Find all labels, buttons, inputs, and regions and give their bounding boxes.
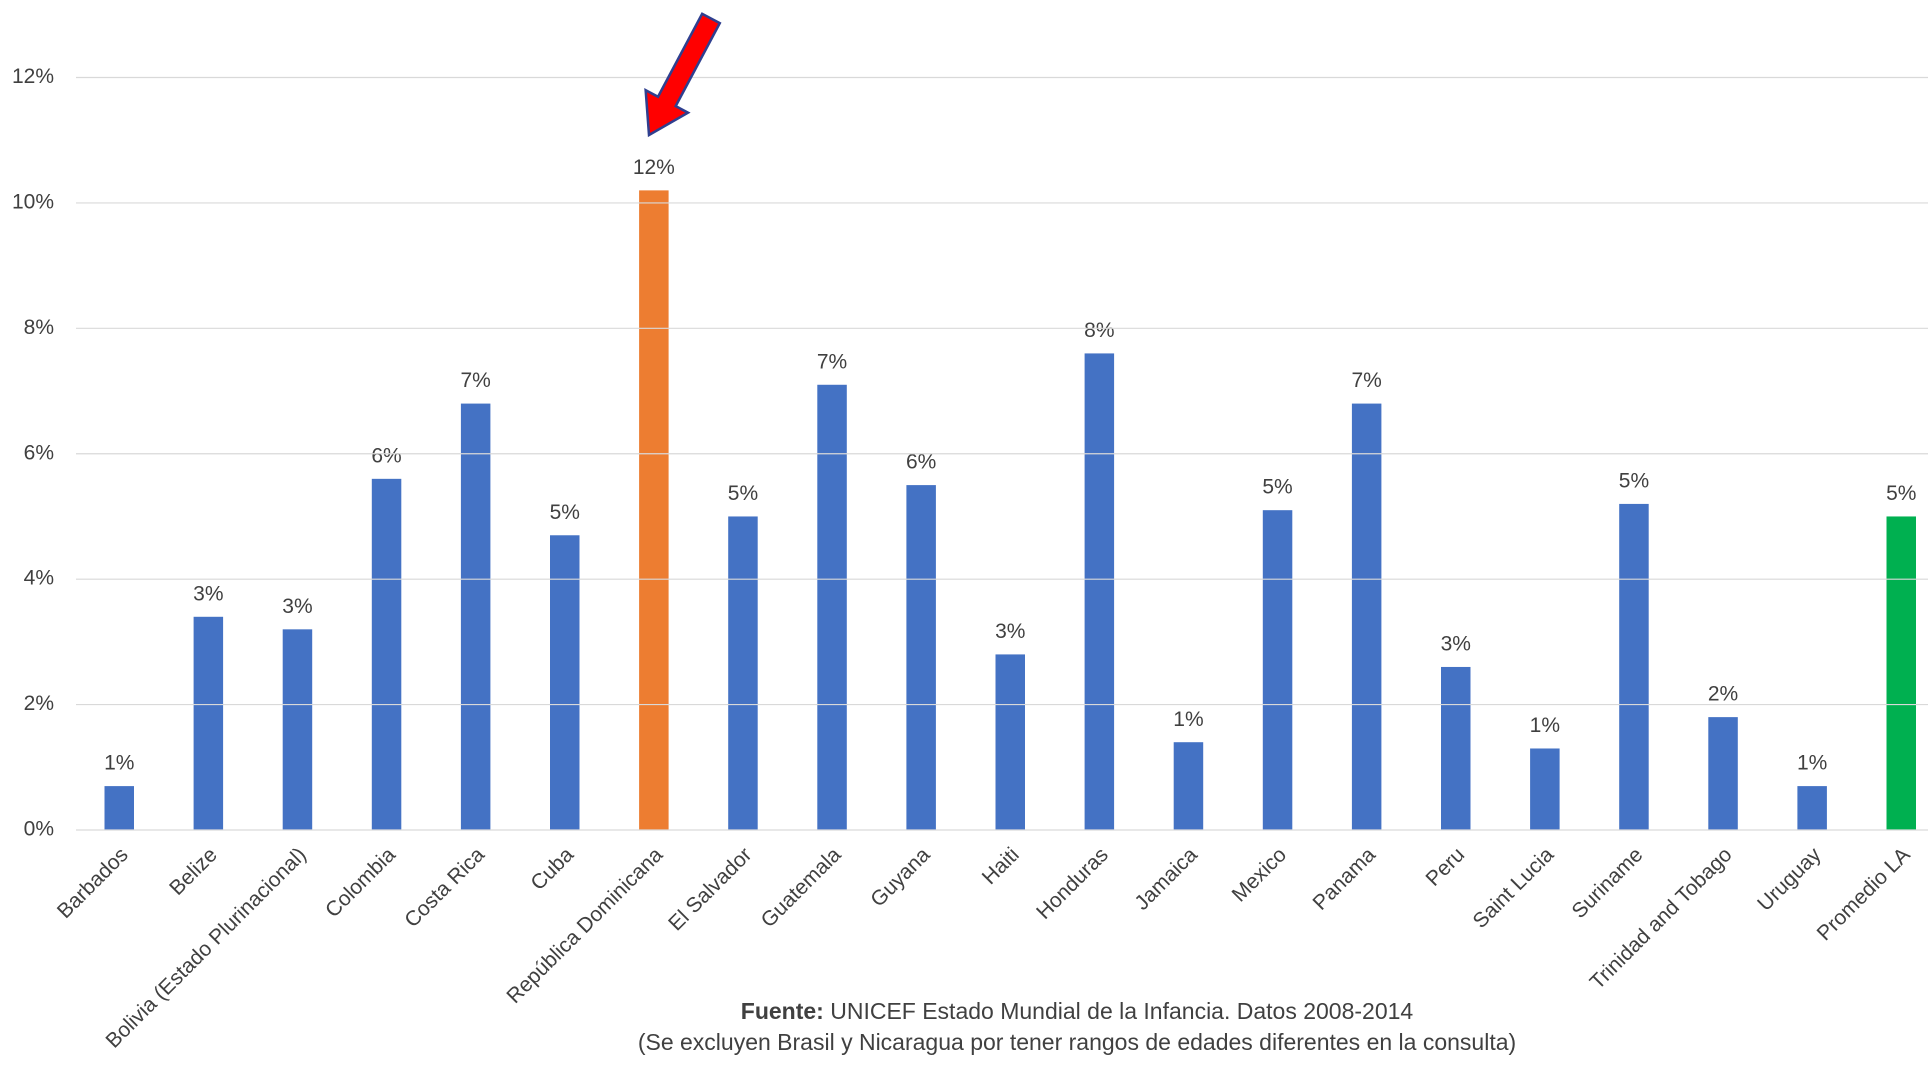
source-text: UNICEF Estado Mundial de la Infancia. Da… <box>830 998 1413 1024</box>
bar <box>1084 353 1115 830</box>
x-tick-label: El Salvador <box>664 843 756 935</box>
bar <box>1797 786 1827 830</box>
bar <box>1173 742 1204 830</box>
x-tick-label: Promedio LA <box>1813 843 1915 945</box>
x-tick-label: Mexico <box>1228 843 1291 906</box>
x-tick-label: Uruguay <box>1753 843 1826 916</box>
highlight-arrow <box>644 12 722 138</box>
bar <box>995 654 1025 830</box>
bar <box>817 384 847 830</box>
x-tick-label: Suriname <box>1568 843 1648 923</box>
x-tick-label: Costa Rica <box>400 843 489 932</box>
value-label: 1% <box>1797 752 1827 775</box>
y-tick-label: 4% <box>24 567 54 590</box>
bar <box>282 629 313 830</box>
bar <box>1262 510 1293 830</box>
bar <box>1441 666 1471 830</box>
x-tick-label: Barbados <box>53 843 133 923</box>
x-tick-label: Haiti <box>978 843 1024 889</box>
value-label: 2% <box>1708 683 1738 706</box>
value-label: 7% <box>460 369 490 392</box>
x-tick-label: Belize <box>165 843 222 900</box>
value-label: 3% <box>1441 633 1471 656</box>
bar <box>550 535 580 830</box>
y-tick-label: 6% <box>24 441 54 464</box>
bar <box>193 616 224 830</box>
bar <box>371 478 402 830</box>
value-label: 7% <box>1351 369 1381 392</box>
value-label: 3% <box>282 595 312 618</box>
y-tick-label: 0% <box>24 818 54 841</box>
bar <box>104 786 134 830</box>
bar <box>1351 403 1382 830</box>
x-tick-label: Colombia <box>321 843 400 922</box>
bar <box>1708 717 1738 830</box>
x-tick-label: Jamaica <box>1130 843 1202 915</box>
note: (Se excluyen Brasil y Nicaragua por tene… <box>638 1029 1516 1055</box>
value-label: 1% <box>1530 714 1560 737</box>
bar <box>1530 748 1560 830</box>
bar <box>906 485 936 830</box>
x-tick-label: Guatemala <box>757 843 846 932</box>
value-label: 12% <box>633 156 675 179</box>
y-tick-label: 8% <box>24 316 54 339</box>
x-tick-label: Saint Lucia <box>1469 843 1559 933</box>
source-label: Fuente: <box>741 998 824 1024</box>
value-label: 3% <box>193 582 223 605</box>
x-tick-label: Cuba <box>526 843 578 895</box>
value-label: 5% <box>1886 482 1916 505</box>
x-tick-label: República Dominicana <box>502 843 667 1008</box>
value-label: 5% <box>550 501 580 524</box>
bar <box>639 190 669 830</box>
value-label: 6% <box>371 444 401 467</box>
bar <box>1619 503 1649 830</box>
value-label: 5% <box>1619 469 1649 492</box>
x-tick-label: Peru <box>1422 843 1470 891</box>
y-tick-label: 12% <box>12 65 54 88</box>
value-label: 5% <box>728 482 758 505</box>
x-tick-label: Guyana <box>866 843 934 911</box>
bar <box>728 516 758 830</box>
y-tick-label: 2% <box>24 692 54 715</box>
value-label: 7% <box>817 350 847 373</box>
value-label: 5% <box>1262 476 1292 499</box>
value-label: 8% <box>1084 319 1114 342</box>
value-label: 3% <box>995 620 1025 643</box>
value-label: 6% <box>906 451 936 474</box>
x-tick-label: Honduras <box>1032 843 1113 924</box>
value-label: 1% <box>1173 708 1203 731</box>
value-label: 1% <box>104 752 134 775</box>
bar <box>1886 516 1916 830</box>
x-tick-label: Panama <box>1309 843 1381 915</box>
y-tick-label: 10% <box>12 190 54 213</box>
bar <box>460 403 491 830</box>
source: Fuente: UNICEF Estado Mundial de la Infa… <box>741 998 1414 1024</box>
